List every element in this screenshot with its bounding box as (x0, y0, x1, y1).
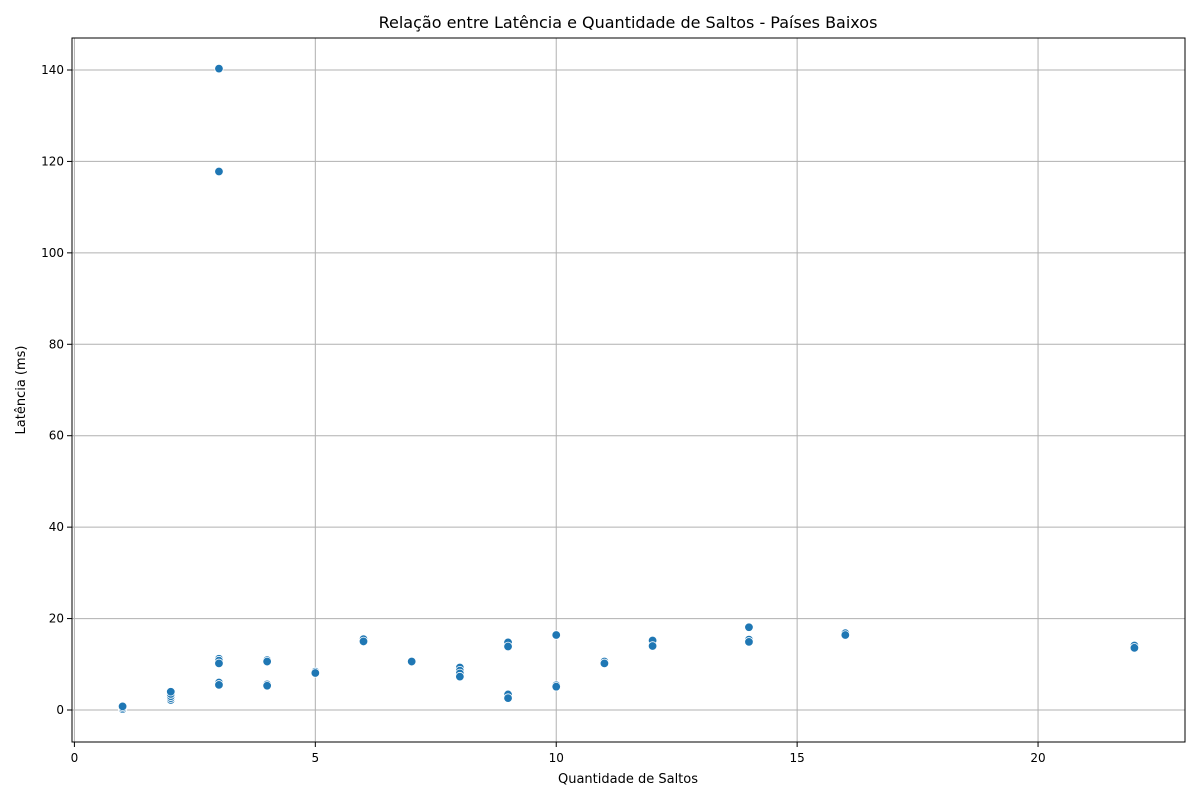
data-point (117, 701, 128, 712)
data-point (214, 166, 224, 177)
data-point (406, 656, 417, 667)
plot-frame (71, 37, 1186, 743)
data-point (744, 637, 754, 647)
data-point (840, 630, 851, 640)
x-tick-label: 10 (549, 751, 564, 765)
data-point (214, 63, 224, 74)
data-point (503, 693, 513, 703)
y-tick-label: 80 (49, 337, 64, 351)
x-tick-label: 20 (1030, 751, 1045, 765)
x-tick-label: 5 (311, 751, 319, 765)
data-point (214, 680, 224, 690)
grid-lines (72, 38, 1185, 742)
data-point (310, 668, 321, 678)
x-tick-label: 0 (71, 751, 79, 765)
y-tick-label: 140 (41, 63, 64, 77)
y-tick-label: 40 (49, 520, 64, 534)
chart-title: Relação entre Latência e Quantidade de S… (379, 13, 878, 32)
data-point (262, 656, 272, 667)
x-tick-label: 15 (789, 751, 804, 765)
y-tick-label: 100 (41, 246, 64, 260)
axis-ticks: 0 5 10 15 20 0 20 40 60 80 100 120 140 (41, 63, 1046, 765)
data-point (358, 636, 369, 647)
data-point (744, 622, 754, 632)
data-point (214, 658, 224, 669)
data-point (599, 658, 610, 669)
data-point (262, 681, 272, 691)
x-axis-label: Quantidade de Saltos (558, 772, 698, 787)
data-point (551, 630, 561, 640)
y-tick-label: 60 (49, 429, 64, 443)
data-point (647, 641, 658, 651)
data-point (503, 641, 513, 652)
y-axis-label: Latência (ms) (14, 346, 29, 435)
data-point (1129, 643, 1140, 653)
data-point (551, 681, 561, 692)
y-tick-label: 0 (56, 703, 64, 717)
data-points (117, 63, 1140, 714)
y-tick-label: 120 (41, 154, 64, 168)
y-tick-label: 20 (49, 612, 64, 626)
data-point (455, 671, 465, 682)
data-point (166, 687, 176, 697)
